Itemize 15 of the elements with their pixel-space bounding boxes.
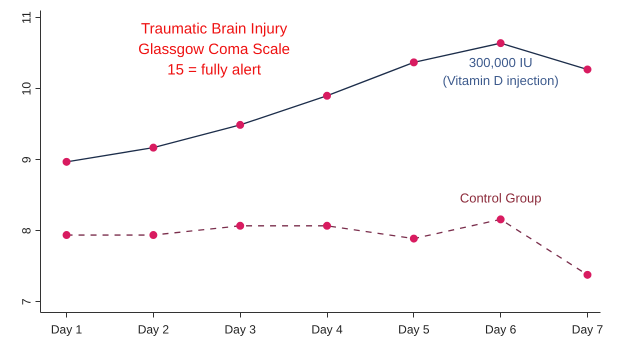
x-tick-label: Day 5 <box>398 322 430 336</box>
text: Traumatic Brain Injury Glassgow Coma Scale 15 = fully alert <box>138 20 290 78</box>
y-tick-label: 8 <box>20 227 34 234</box>
y-tick-label: 9 <box>20 156 34 164</box>
x-tick-label: Day 2 <box>138 322 170 336</box>
series-label: 300,000 IU (Vitamin D injection) <box>442 55 559 88</box>
y-tick-label: 7 <box>20 298 34 306</box>
x-tick-label: Day 7 <box>572 322 604 336</box>
x-tick-label: Day 3 <box>224 322 256 336</box>
series-label: Control Group <box>460 190 542 206</box>
y-tick-label: 11 <box>20 11 34 24</box>
y-tick-label: 10 <box>20 82 34 96</box>
x-tick-label: Day 6 <box>484 322 517 336</box>
x-tick-label: Day 1 <box>50 322 83 336</box>
x-tick-label: Day 4 <box>311 322 344 336</box>
